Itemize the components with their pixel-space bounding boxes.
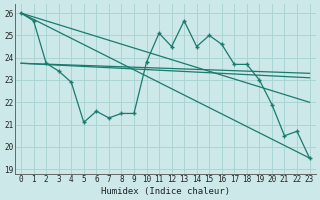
X-axis label: Humidex (Indice chaleur): Humidex (Indice chaleur): [101, 187, 230, 196]
